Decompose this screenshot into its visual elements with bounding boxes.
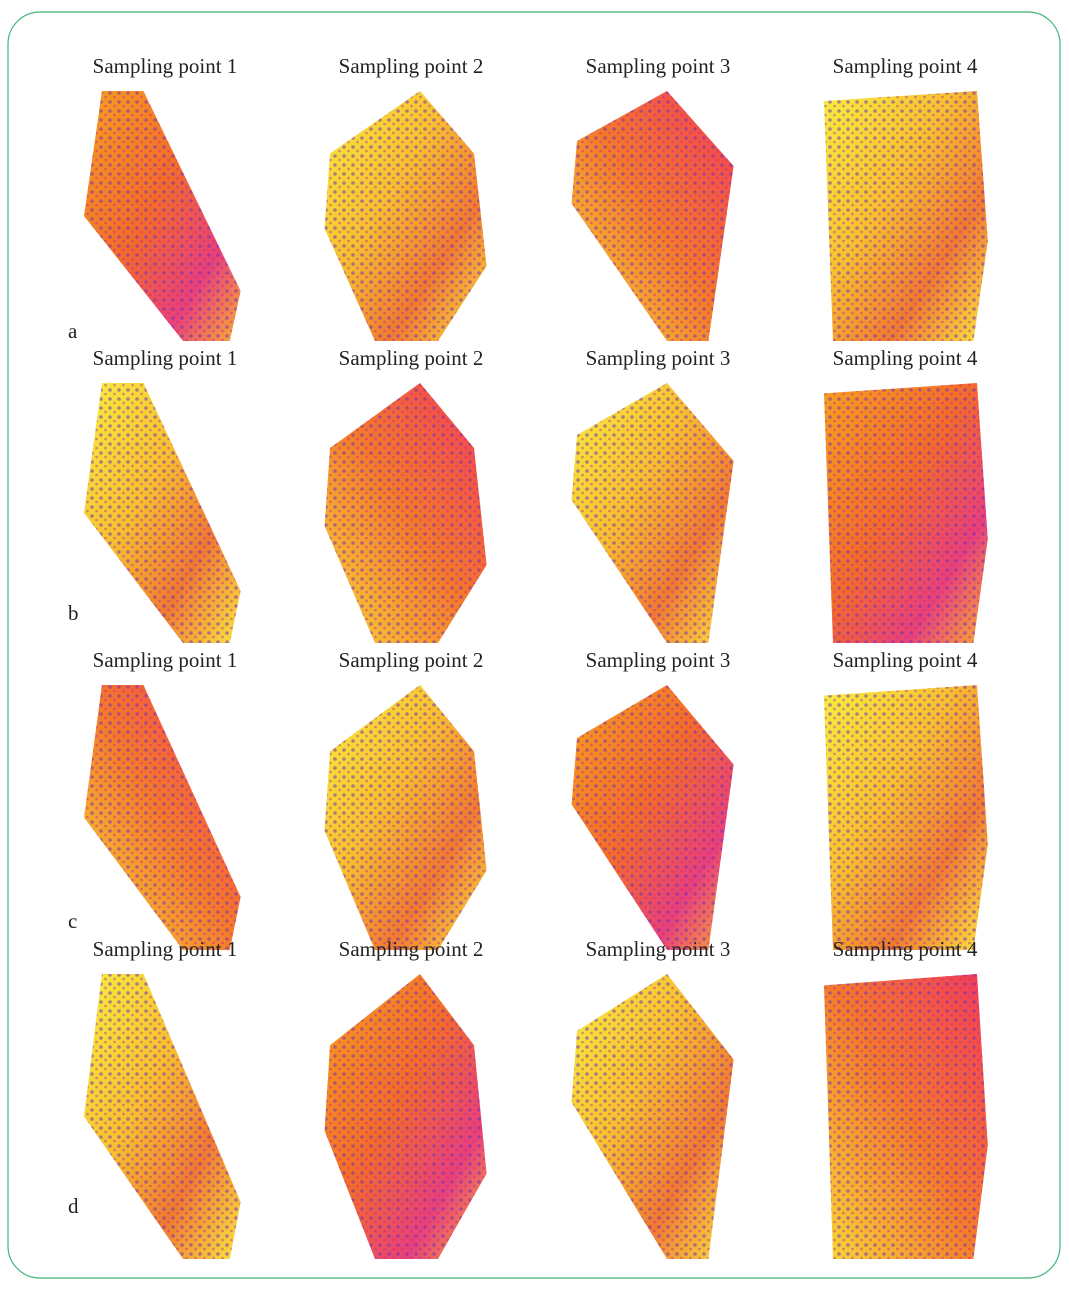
- figure: a Sampling point 1 Sampling point 2 Samplin…: [0, 0, 1069, 1284]
- panel-title: Sampling point 4: [833, 54, 978, 78]
- heat-map-texture: [824, 974, 988, 1259]
- panel-title: Sampling point 3: [586, 648, 731, 672]
- heat-map-texture: [824, 685, 988, 950]
- panel-title: Sampling point 1: [93, 937, 238, 961]
- panel-title: Sampling point 2: [339, 346, 484, 370]
- panel-title: Sampling point 1: [93, 54, 238, 78]
- panel-title: Sampling point 2: [339, 648, 484, 672]
- panel-title: Sampling point 1: [93, 648, 238, 672]
- panel-title: Sampling point 3: [586, 937, 731, 961]
- heat-map-texture: [572, 91, 734, 341]
- panel-label: b: [68, 601, 79, 625]
- panel-title: Sampling point 4: [833, 346, 978, 370]
- heat-map-texture: [84, 974, 241, 1259]
- panel-title: Sampling point 1: [93, 346, 238, 370]
- heat-map-texture: [572, 685, 734, 950]
- panel-label: d: [68, 1194, 79, 1218]
- panel-title: Sampling point 2: [339, 54, 484, 78]
- heat-map-texture: [325, 383, 487, 643]
- heat-map-texture: [325, 91, 487, 341]
- panel-title: Sampling point 2: [339, 937, 484, 961]
- heat-map-texture: [824, 383, 988, 643]
- panel-title: Sampling point 4: [833, 648, 978, 672]
- heat-map-texture: [325, 974, 487, 1259]
- panel-label: c: [68, 909, 77, 933]
- heat-map-texture: [84, 91, 241, 341]
- panel-label: a: [68, 319, 78, 343]
- panel-title: Sampling point 4: [833, 937, 978, 961]
- panel-title: Sampling point 3: [586, 346, 731, 370]
- heat-map-texture: [824, 91, 988, 341]
- heat-map-texture: [572, 974, 734, 1259]
- heat-map-texture: [325, 685, 487, 950]
- heat-map-texture: [84, 685, 241, 950]
- heat-map-texture: [572, 383, 734, 643]
- panel-title: Sampling point 3: [586, 54, 731, 78]
- heat-map-texture: [84, 383, 241, 643]
